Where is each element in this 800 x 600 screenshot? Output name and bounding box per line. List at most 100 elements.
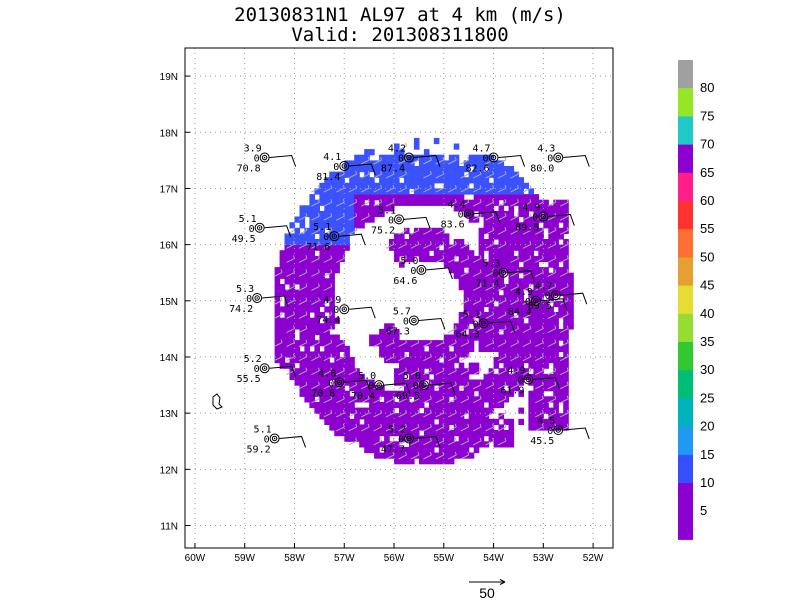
wind-cell — [339, 188, 345, 195]
wind-barb — [311, 297, 320, 305]
wind-barb — [435, 184, 445, 193]
station-ring — [553, 425, 564, 436]
wind-cell — [498, 390, 505, 397]
wind-cell — [478, 424, 485, 431]
wind-cell — [508, 194, 515, 201]
wind-cell — [309, 317, 315, 324]
wind-cell — [324, 216, 330, 223]
wind-cell — [553, 250, 559, 257]
wind-cell — [319, 284, 325, 291]
wind-cell — [508, 323, 515, 330]
wind-cell — [433, 368, 440, 375]
wind-cell — [538, 272, 544, 279]
wind-cell — [428, 194, 435, 201]
station-ring — [550, 290, 561, 301]
wind-cell — [483, 267, 490, 274]
lon-tick-label: 60W — [185, 553, 206, 564]
station-barb — [339, 233, 366, 246]
station-barb — [262, 295, 289, 308]
wind-cell — [508, 261, 515, 268]
wind-cell — [304, 334, 310, 341]
wind-cell — [289, 233, 296, 240]
station-top-value: 5.1 — [463, 309, 481, 320]
wind-barb — [336, 199, 345, 207]
wind-cell — [468, 160, 475, 167]
station-ring-inner — [341, 306, 347, 312]
wind-cell — [553, 216, 559, 223]
wind-cell — [409, 379, 415, 386]
wind-barb — [398, 142, 407, 151]
wind-cell — [488, 435, 495, 442]
wind-cell — [379, 340, 385, 347]
wind-cell — [443, 368, 450, 375]
wind-cell — [389, 160, 395, 167]
wind-cell — [498, 267, 505, 274]
wind-cell — [423, 396, 430, 403]
wind-cell — [508, 334, 515, 341]
station-zero: 0 — [254, 364, 260, 375]
wind-cell — [274, 317, 281, 324]
wind-cell — [384, 160, 390, 167]
wind-barb — [273, 311, 283, 319]
wind-cell — [493, 357, 500, 364]
station-zero: 0 — [473, 319, 479, 330]
wind-cell — [518, 289, 524, 296]
wind-cell — [289, 300, 296, 307]
station-zero: 0 — [398, 154, 404, 165]
station-barb — [426, 267, 453, 280]
wind-cell — [279, 328, 286, 336]
wind-cell — [389, 188, 395, 195]
wind-cell — [394, 379, 400, 386]
wind-cell — [418, 188, 425, 195]
wind-cell — [299, 289, 306, 296]
station-barb — [418, 317, 446, 330]
wind-cell — [428, 407, 435, 414]
wind-barb — [460, 451, 470, 460]
wind-cell — [324, 222, 330, 229]
wind-cell — [523, 300, 529, 307]
station-zero: 0 — [525, 297, 531, 308]
wind-cell — [404, 362, 410, 369]
wind-cell — [553, 323, 559, 330]
wind-cell — [319, 188, 325, 195]
wind-barb — [522, 184, 532, 193]
wind-cell — [428, 351, 435, 358]
wind-barb — [435, 255, 445, 263]
wind-cell — [314, 289, 320, 296]
wind-cell — [518, 390, 524, 397]
wind-cell — [418, 166, 425, 173]
wind-cell — [533, 261, 539, 268]
wind-cell — [349, 210, 355, 218]
wind-cell — [384, 452, 390, 459]
wind-cell — [409, 430, 415, 437]
wind-cell — [503, 233, 510, 240]
station-center — [258, 226, 261, 229]
wind-cell — [389, 351, 395, 358]
wind-cell — [339, 390, 345, 397]
wind-cell — [473, 385, 480, 392]
wind-cell — [294, 289, 301, 296]
wind-cell — [473, 160, 480, 167]
wind-cell — [418, 379, 425, 386]
wind-cell — [443, 351, 450, 358]
wind-cell — [498, 272, 505, 279]
wind-cell — [394, 239, 400, 246]
wind-cell — [349, 227, 355, 234]
wind-cell — [518, 199, 524, 206]
wind-cell — [344, 368, 350, 375]
wind-cell — [498, 430, 505, 437]
wind-cell — [389, 334, 395, 341]
wind-cell — [329, 418, 335, 425]
wind-cell — [528, 340, 534, 347]
wind-cell — [498, 323, 505, 330]
station-ring — [408, 315, 419, 326]
wind-barb — [410, 227, 420, 235]
wind-cell — [299, 379, 306, 386]
station-center — [263, 367, 266, 370]
wind-cell — [329, 244, 335, 251]
wind-cell — [364, 194, 370, 201]
wind-cell — [389, 328, 395, 336]
wind-cell — [354, 373, 360, 380]
wind-cell — [483, 227, 490, 234]
